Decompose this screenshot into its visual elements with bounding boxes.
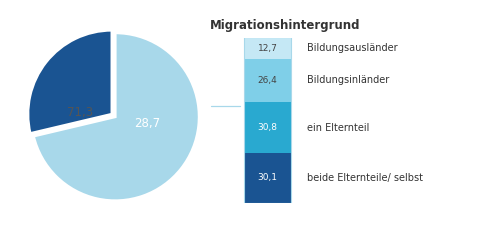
Wedge shape [34,33,199,201]
Text: 12,7: 12,7 [258,44,277,53]
Text: 71,3: 71,3 [67,106,93,119]
Text: beide Elternteile/ selbst: beide Elternteile/ selbst [307,173,423,183]
Text: 26,4: 26,4 [258,76,277,85]
Bar [244,59,291,102]
Text: 28,7: 28,7 [134,117,160,130]
Bar [244,38,291,59]
Text: ein Elternteil: ein Elternteil [307,123,370,133]
Bar [244,102,291,153]
Bar [244,153,291,203]
Wedge shape [28,30,112,134]
Text: 30,8: 30,8 [258,123,277,132]
Text: Bildungsausländer: Bildungsausländer [307,43,398,53]
Text: Bildungsinländer: Bildungsinländer [307,76,389,85]
Text: Migrationshintergrund: Migrationshintergrund [210,19,361,33]
Text: 30,1: 30,1 [258,173,277,182]
